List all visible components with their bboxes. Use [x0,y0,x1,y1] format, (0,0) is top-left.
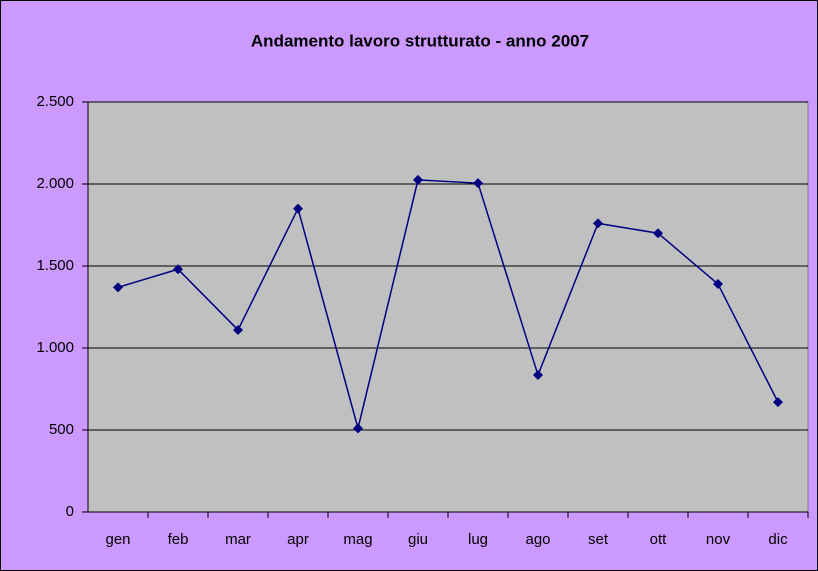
x-tick-label: giu [408,531,428,548]
x-tick-label: dic [768,531,788,548]
data-point [593,218,603,229]
plot-area [87,101,809,513]
y-tick-label: 2.500 [36,93,74,110]
x-tick-label: ago [525,531,550,548]
x-tick-label: mag [343,531,372,548]
series-line [117,179,779,429]
y-tick-label: 2.000 [36,175,74,192]
y-tick-label: 1.000 [36,339,74,356]
data-point [233,324,243,335]
x-tick-label: nov [706,531,731,548]
x-tick-label: lug [468,531,488,548]
data-point [773,397,783,408]
chart-title: Andamento lavoro strutturato - anno 2007 [251,31,589,50]
x-tick-label: set [588,531,609,548]
data-point [293,203,303,214]
data-point [173,264,183,275]
x-tick-label: gen [105,531,130,548]
data-point [713,279,723,290]
x-tick-label: mar [225,531,251,548]
x-tick-label: feb [168,531,189,548]
data-point [353,423,363,434]
y-tick-label: 500 [49,421,74,438]
data-point [473,178,483,189]
y-tick-label: 0 [66,503,74,520]
data-point [653,228,663,239]
x-tick-label: ott [650,531,668,548]
data-point [533,370,543,381]
y-tick-label: 1.500 [36,257,74,274]
data-point [113,282,123,293]
data-point [413,174,423,185]
x-tick-label: apr [287,531,309,548]
